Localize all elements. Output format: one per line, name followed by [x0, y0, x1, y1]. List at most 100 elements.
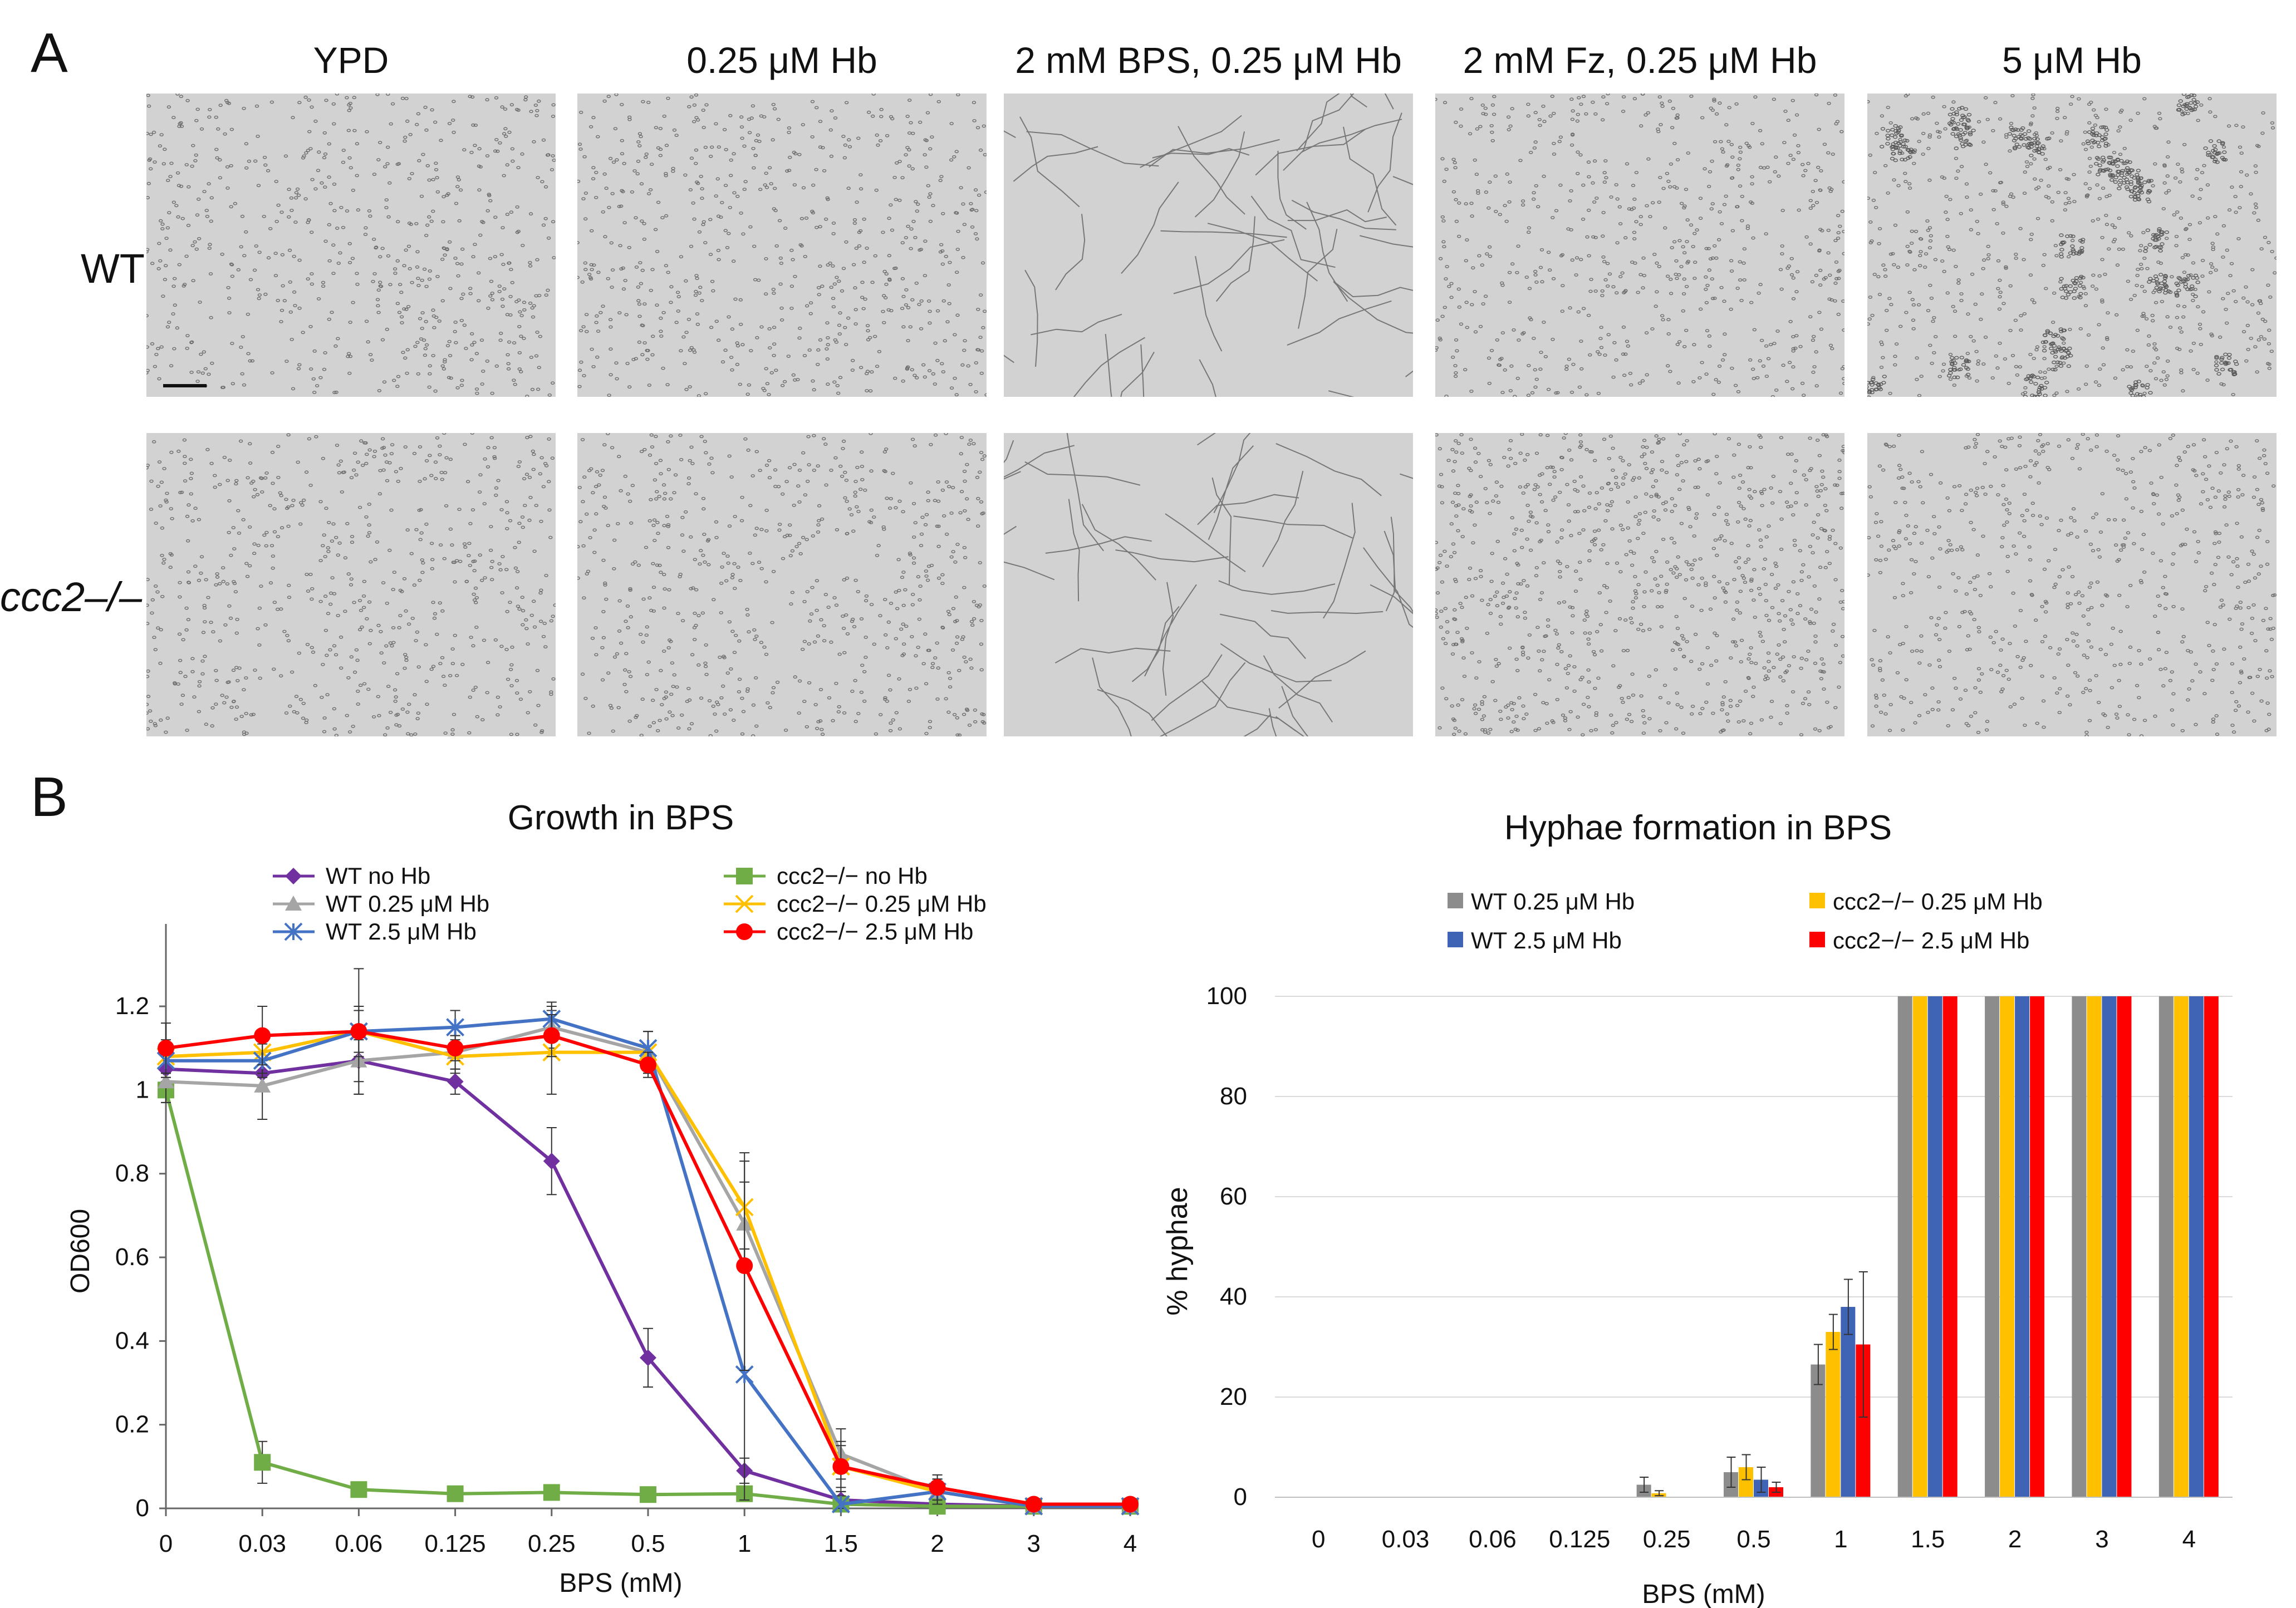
legend-label-bar-wt-0-25-m-hb: WT 0.25 μM Hb — [1471, 888, 1635, 914]
bar-errorbar — [1772, 1482, 1781, 1493]
series-wt-2-5-m-hb-line — [166, 1017, 1130, 1508]
bar-wt-2-5-m-hb — [2102, 996, 2117, 1497]
line-y-tick-label: 1 — [136, 1076, 149, 1103]
bar-wt-2-5-m-hb — [1841, 1307, 1856, 1497]
bar-x-tick-label: 0.25 — [1643, 1526, 1691, 1553]
series-wt-0-25-m-hb-point — [158, 1073, 174, 1089]
legend-label-ccc2-no-hb: ccc2−/− no Hb — [777, 863, 928, 889]
bar-y-tick-label: 0 — [1234, 1483, 1247, 1511]
bar-wt-2-5-m-hb — [1927, 996, 1942, 1497]
bar-errorbar — [1640, 1477, 1649, 1493]
bar-ccc2-2-5-m-hb — [2030, 996, 2045, 1497]
series-wt-0-25-m-hb-line — [165, 1025, 1130, 1508]
series-wt-no-hb-point — [543, 1153, 560, 1170]
bar-chart-y-label: % hyphae — [1161, 1187, 1194, 1315]
legend-marker-wt-2-5-m-hb — [284, 922, 303, 941]
bar-chart-x-label: BPS (mM) — [1642, 1580, 1765, 1608]
series-wt-no-hb-point — [640, 1349, 656, 1366]
legend-label-ccc2-2-5-m-hb: ccc2−/− 2.5 μM Hb — [777, 918, 973, 945]
bar-errorbar — [1843, 1278, 1853, 1335]
bar-y-tick-label: 40 — [1220, 1283, 1247, 1310]
legend-swatch-ccc2-2-5-m-hb — [1809, 932, 1825, 947]
line-y-tick-label: 0.6 — [115, 1243, 149, 1271]
series-ccc2-no-hb-line — [164, 1089, 1130, 1508]
line-x-tick-label: 2 — [930, 1530, 944, 1557]
line-x-tick-label: 0 — [159, 1530, 173, 1557]
bar-ccc2-2-5-m-hb — [1942, 996, 1958, 1497]
series-ccc2-2-5-m-hb-point — [1122, 1496, 1139, 1513]
series-wt-0-25-m-hb-point — [254, 1077, 271, 1093]
bar-x-tick-label: 1.5 — [1911, 1526, 1945, 1553]
bar-errorbar — [1726, 1457, 1736, 1488]
series-ccc2-0-25-m-hb-line — [165, 1030, 1130, 1508]
legend-swatch-wt-2-5-m-hb — [1448, 932, 1463, 947]
panel-a-letter: A — [31, 22, 68, 84]
micrograph-wt-2 — [577, 94, 987, 397]
line-x-tick-label: 0.03 — [238, 1530, 286, 1557]
bar-y-tick-label: 20 — [1220, 1383, 1247, 1410]
line-y-tick-label: 0.4 — [115, 1327, 149, 1354]
bar-errorbar — [1741, 1454, 1751, 1481]
legend-marker-ccc2-no-hb — [736, 868, 753, 884]
bar-wt-2-5-m-hb — [2189, 996, 2204, 1497]
bar-errorbar — [1858, 1271, 1868, 1418]
legend-label-wt-0-25-m-hb: WT 0.25 μM Hb — [326, 891, 489, 917]
micrograph-ccc2-1 — [146, 433, 556, 736]
bar-errorbar — [1813, 1344, 1823, 1385]
row-label-ccc2: ccc2–/– — [0, 574, 143, 620]
bar-x-tick-label: 3 — [2095, 1526, 2108, 1553]
series-wt-no-hb-line — [165, 1059, 1130, 1508]
series-ccc2-no-hb-point — [447, 1485, 464, 1502]
bar-x-tick-label: 1 — [1834, 1526, 1847, 1553]
column-title-hb-5: 5 μM Hb — [2002, 40, 2142, 81]
legend-swatch-wt-0-25-m-hb — [1448, 893, 1463, 908]
series-ccc2-2-5-m-hb-point — [158, 1040, 174, 1057]
legend-marker-ccc2-0-25-m-hb — [735, 894, 754, 913]
line-y-tick-label: 0.8 — [115, 1160, 149, 1187]
micrograph-wt-5 — [1867, 94, 2277, 397]
legend-marker-wt-no-hb — [285, 868, 302, 884]
bar-ccc2-0-25-m-hb — [1912, 996, 1927, 1497]
row-label-wt: WT — [80, 245, 145, 292]
line-x-tick-label: 0.25 — [528, 1530, 576, 1557]
legend-swatch-ccc2-0-25-m-hb — [1809, 893, 1825, 908]
bar-wt-0-25-m-hb — [2158, 996, 2174, 1497]
panel-b-charts: Growth in BPS 0 0.2 0.4 0.6 0.8 1 1.2 0 0.03 0.06 0… — [66, 799, 2233, 1608]
bar-ccc2-0-25-m-hb — [2000, 996, 2015, 1497]
series-ccc2-2-5-m-hb-point — [736, 1257, 753, 1275]
legend-label-bar-ccc2-0-25-m-hb: ccc2−/− 0.25 μM Hb — [1833, 888, 2043, 914]
micrograph-ccc2-4 — [1435, 433, 1844, 736]
scale-bar — [163, 384, 207, 387]
legend-marker-wt-0-25-m-hb — [285, 896, 302, 911]
line-x-tick-label: 3 — [1027, 1530, 1041, 1557]
bar-x-tick-label: 0.06 — [1469, 1526, 1517, 1553]
bar-x-tick-label: 0.5 — [1736, 1526, 1770, 1553]
series-ccc2-2-5-m-hb-point — [640, 1056, 656, 1074]
bar-wt-0-25-m-hb — [1897, 996, 1912, 1497]
bar-ccc2-0-25-m-hb — [1826, 1332, 1841, 1497]
bar-y-tick-label: 80 — [1220, 1083, 1247, 1110]
line-y-tick-label: 0 — [136, 1494, 149, 1522]
legend-label-bar-wt-2-5-m-hb: WT 2.5 μM Hb — [1471, 927, 1622, 953]
line-y-tick-label: 0.2 — [115, 1411, 149, 1438]
bar-ccc2-0-25-m-hb — [2087, 996, 2102, 1497]
series-ccc2-no-hb-point — [350, 1481, 367, 1498]
bar-errorbar — [1828, 1314, 1838, 1350]
legend-label-wt-2-5-m-hb: WT 2.5 μM Hb — [326, 918, 477, 945]
bar-wt-0-25-m-hb — [1985, 996, 2000, 1497]
series-ccc2-2-5-m-hb-point — [254, 1027, 271, 1044]
series-wt-2-5-m-hb-point — [831, 1495, 850, 1513]
bar-ccc2-2-5-m-hb — [2117, 996, 2132, 1497]
bar-errorbar — [1757, 1467, 1766, 1493]
micrograph-ccc2-2 — [577, 433, 987, 736]
line-chart-title: Growth in BPS — [508, 799, 734, 837]
series-ccc2-2-5-m-hb-point — [832, 1458, 850, 1475]
series-wt-2-5-m-hb-point — [446, 1018, 465, 1036]
bar-ccc2-2-5-m-hb — [2204, 996, 2219, 1497]
series-ccc2-2-5-m-hb-point — [1025, 1496, 1042, 1513]
column-title-ypd: YPD — [313, 40, 389, 81]
bar-x-tick-label: 0.125 — [1549, 1526, 1610, 1553]
line-x-tick-label: 1 — [738, 1530, 751, 1557]
bar-wt-0-25-m-hb — [2072, 996, 2087, 1497]
micrograph-ccc2-5 — [1867, 433, 2277, 736]
